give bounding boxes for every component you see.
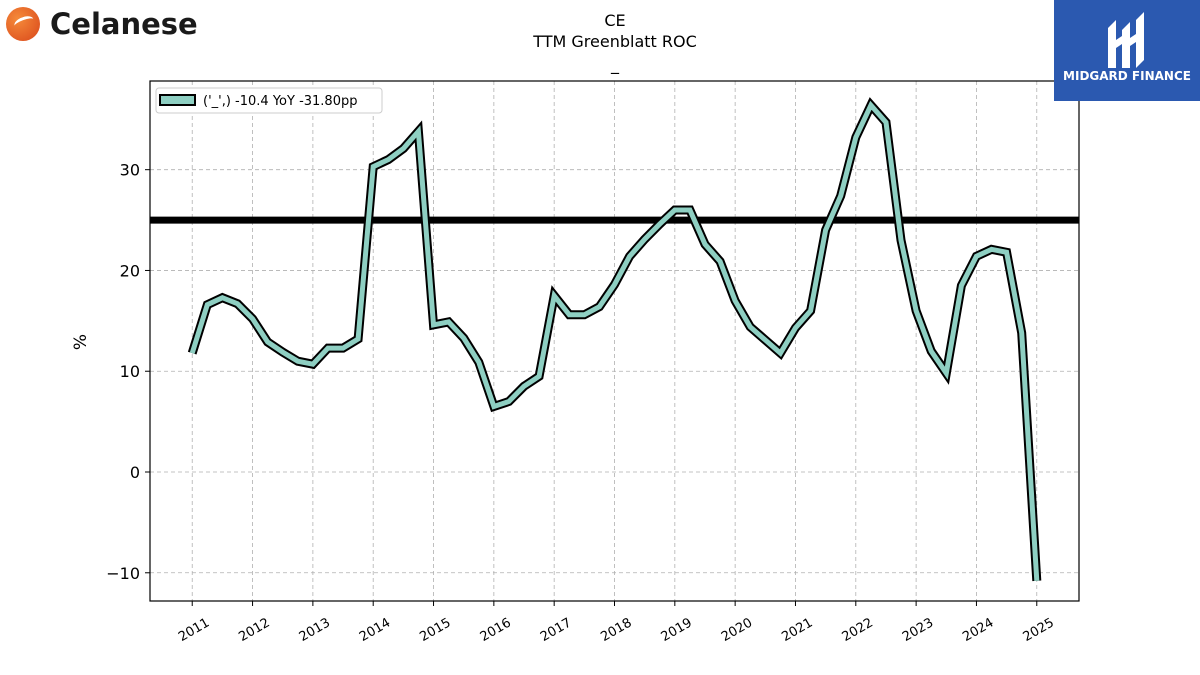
- x-tick-label: 2019: [659, 615, 695, 645]
- y-tick-label: −10: [106, 564, 140, 583]
- series-line: [189, 100, 1040, 581]
- y-axis: −10 0 10 20 30: [106, 161, 150, 583]
- celanese-logo: Celanese: [6, 4, 198, 44]
- y-tick-label: 0: [130, 463, 140, 482]
- x-tick-label: 2025: [1021, 615, 1057, 645]
- x-tick-label: 2024: [960, 615, 996, 645]
- x-tick-label: 2020: [719, 615, 755, 645]
- x-tick-label: 2015: [417, 615, 453, 645]
- x-axis: 2011 2012 2013 2014 2015 2016 2017 2018 2019 2020…: [176, 601, 1057, 645]
- x-tick-label: 2014: [357, 615, 393, 645]
- y-axis-label: %: [71, 334, 91, 350]
- legend-label: ('_',) -10.4 YoY -31.80pp: [203, 94, 357, 109]
- x-tick-label: 2023: [900, 615, 936, 645]
- legend-swatch: [159, 94, 196, 106]
- chart-title: CE: [604, 11, 626, 30]
- legend-box: [155, 87, 383, 114]
- y-tick-label: 20: [120, 261, 140, 280]
- midgard-finance-logo: MIDGARD FINANCE: [1054, 0, 1200, 101]
- x-tick-label: 2013: [297, 615, 333, 645]
- y-tick-label: 30: [120, 161, 140, 180]
- x-tick-label: 2016: [478, 615, 514, 645]
- grid: [150, 81, 1079, 601]
- x-tick-label: 2012: [236, 615, 272, 645]
- midgard-logo-text: MIDGARD FINANCE: [1063, 69, 1191, 83]
- chart-subtitle: TTM Greenblatt ROC: [533, 32, 697, 51]
- midgard-logo-icon: [1108, 12, 1144, 68]
- x-tick-label: 2011: [176, 615, 212, 645]
- series-layer: [187, 97, 1042, 582]
- celanese-logo-text: Celanese: [50, 7, 198, 41]
- legend: ('_',) -10.4 YoY -31.80pp: [155, 87, 383, 114]
- chart-subsubtitle: _: [611, 55, 619, 74]
- x-tick-label: 2017: [538, 615, 574, 645]
- x-tick-label: 2022: [840, 615, 876, 645]
- x-tick-label: 2021: [779, 615, 815, 645]
- celanese-logo-icon: [6, 7, 40, 41]
- y-tick-label: 10: [120, 362, 140, 381]
- x-tick-label: 2018: [598, 615, 634, 645]
